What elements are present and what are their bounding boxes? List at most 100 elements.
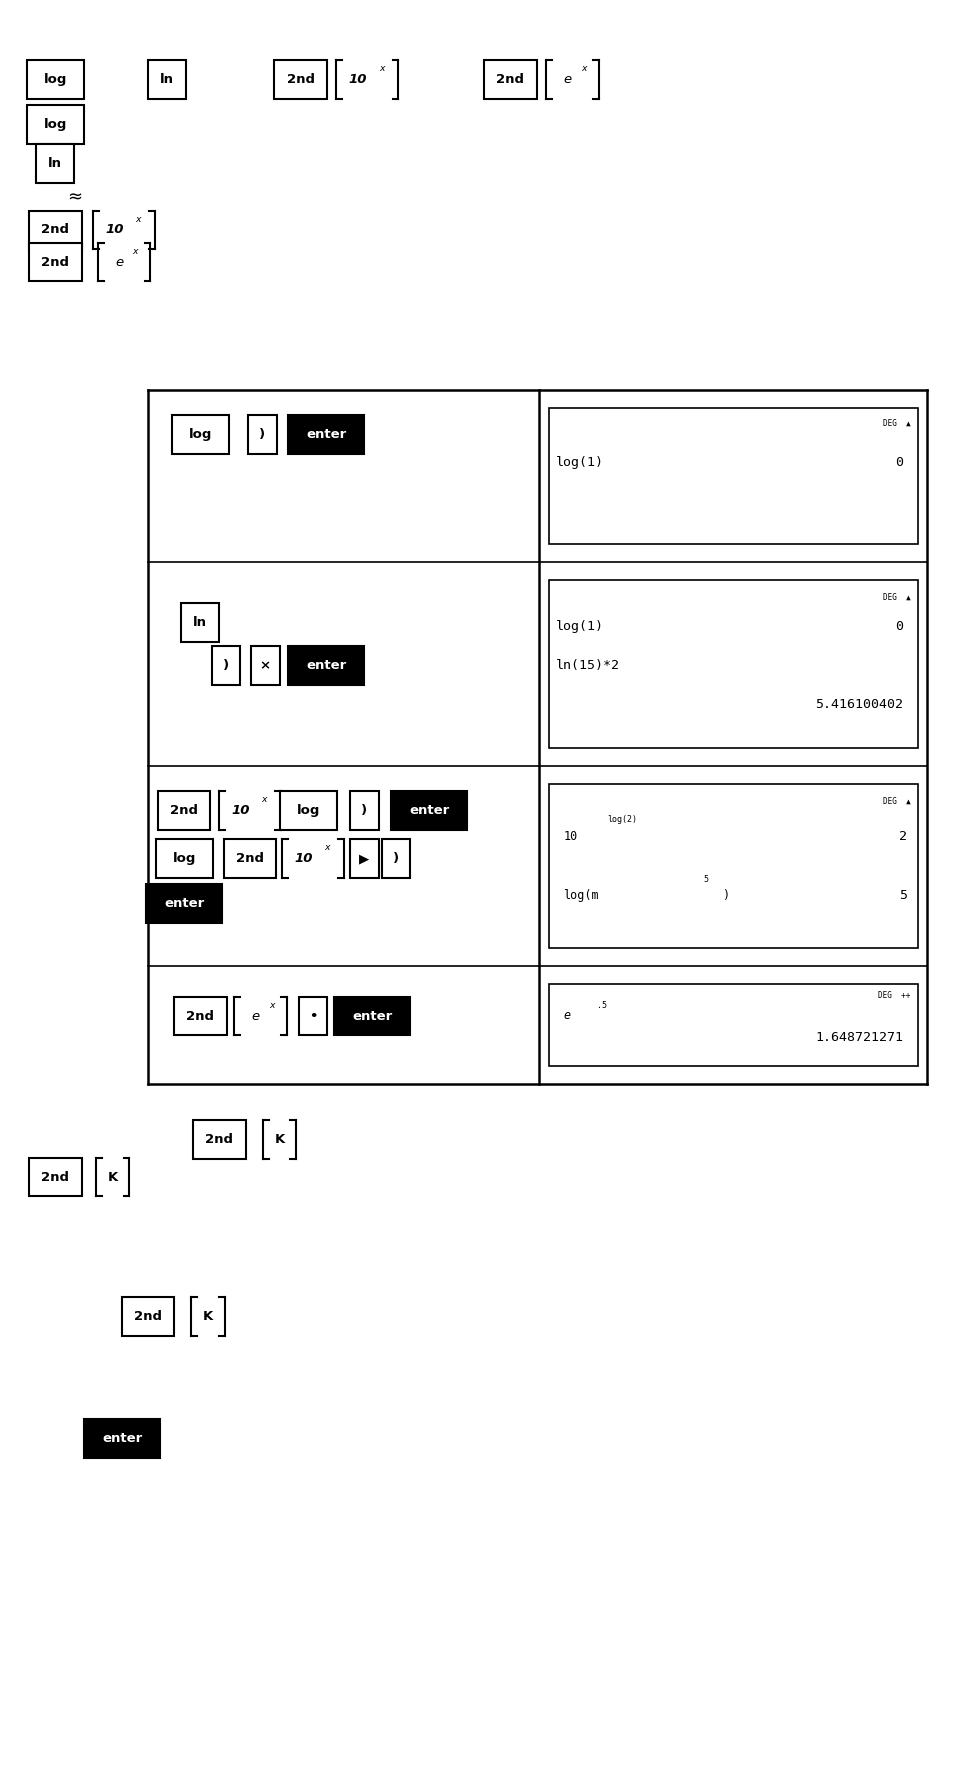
Text: ): ) bbox=[259, 428, 265, 442]
FancyBboxPatch shape bbox=[155, 839, 213, 878]
Text: 0: 0 bbox=[894, 456, 902, 469]
FancyBboxPatch shape bbox=[29, 243, 81, 281]
Text: ): ) bbox=[361, 803, 367, 818]
Text: 0: 0 bbox=[894, 621, 902, 633]
FancyBboxPatch shape bbox=[223, 839, 276, 878]
Text: DEG  ▲: DEG ▲ bbox=[882, 796, 909, 805]
Text: 10: 10 bbox=[562, 830, 577, 843]
Text: 2nd: 2nd bbox=[41, 256, 70, 268]
Text: e: e bbox=[115, 256, 123, 268]
Text: log(m: log(m bbox=[562, 889, 598, 902]
FancyBboxPatch shape bbox=[548, 984, 917, 1066]
FancyBboxPatch shape bbox=[122, 1297, 173, 1336]
Text: DEG  ▲: DEG ▲ bbox=[882, 594, 909, 603]
Text: K: K bbox=[203, 1310, 213, 1324]
Text: 5: 5 bbox=[703, 875, 708, 884]
Text: log(1): log(1) bbox=[556, 456, 603, 469]
Text: 2nd: 2nd bbox=[205, 1132, 233, 1147]
FancyBboxPatch shape bbox=[548, 580, 917, 748]
Text: enter: enter bbox=[352, 1009, 392, 1023]
FancyBboxPatch shape bbox=[288, 415, 364, 454]
Text: log(1): log(1) bbox=[556, 621, 603, 633]
Text: ln(15)*2: ln(15)*2 bbox=[556, 658, 619, 673]
Text: x: x bbox=[324, 843, 330, 853]
Text: 2: 2 bbox=[898, 830, 905, 843]
Text: ): ) bbox=[223, 658, 229, 673]
FancyBboxPatch shape bbox=[298, 996, 327, 1036]
FancyBboxPatch shape bbox=[146, 884, 222, 923]
Text: x: x bbox=[580, 64, 586, 73]
FancyBboxPatch shape bbox=[181, 603, 219, 642]
Text: 2nd: 2nd bbox=[186, 1009, 214, 1023]
Text: x: x bbox=[132, 247, 138, 256]
FancyBboxPatch shape bbox=[350, 791, 378, 830]
Text: 10: 10 bbox=[348, 73, 367, 86]
FancyBboxPatch shape bbox=[173, 996, 226, 1036]
FancyBboxPatch shape bbox=[27, 106, 84, 143]
Text: enter: enter bbox=[409, 803, 449, 818]
Text: enter: enter bbox=[306, 428, 346, 442]
FancyBboxPatch shape bbox=[288, 646, 364, 685]
FancyBboxPatch shape bbox=[334, 996, 410, 1036]
FancyBboxPatch shape bbox=[279, 791, 336, 830]
Text: e: e bbox=[252, 1009, 259, 1023]
FancyBboxPatch shape bbox=[193, 1120, 246, 1159]
Text: enter: enter bbox=[102, 1431, 142, 1446]
Text: log: log bbox=[172, 852, 195, 866]
Text: e: e bbox=[562, 1009, 570, 1022]
Text: DEG  ++: DEG ++ bbox=[877, 991, 909, 1000]
Text: log: log bbox=[189, 428, 212, 442]
Text: e: e bbox=[563, 73, 571, 86]
FancyBboxPatch shape bbox=[84, 1419, 160, 1458]
Text: 2nd: 2nd bbox=[133, 1310, 162, 1324]
FancyBboxPatch shape bbox=[36, 145, 74, 182]
Text: DEG  ▲: DEG ▲ bbox=[882, 419, 909, 428]
Text: •: • bbox=[309, 1009, 316, 1023]
FancyBboxPatch shape bbox=[29, 1157, 81, 1197]
FancyBboxPatch shape bbox=[381, 839, 410, 878]
Text: ): ) bbox=[721, 889, 728, 902]
Text: 5.416100402: 5.416100402 bbox=[814, 698, 902, 710]
Text: 10: 10 bbox=[231, 803, 250, 818]
Text: 10: 10 bbox=[105, 224, 124, 236]
FancyBboxPatch shape bbox=[248, 415, 276, 454]
Text: 2nd: 2nd bbox=[496, 73, 524, 86]
FancyBboxPatch shape bbox=[158, 791, 210, 830]
FancyBboxPatch shape bbox=[548, 784, 917, 948]
Text: K: K bbox=[108, 1170, 117, 1184]
FancyBboxPatch shape bbox=[274, 61, 326, 98]
Text: ): ) bbox=[393, 852, 398, 866]
FancyBboxPatch shape bbox=[391, 791, 467, 830]
FancyBboxPatch shape bbox=[172, 415, 229, 454]
FancyBboxPatch shape bbox=[548, 408, 917, 544]
Text: 10: 10 bbox=[294, 852, 313, 866]
Text: x: x bbox=[269, 1000, 274, 1011]
FancyBboxPatch shape bbox=[484, 61, 536, 98]
Text: 2nd: 2nd bbox=[41, 1170, 70, 1184]
Text: ×: × bbox=[259, 658, 271, 673]
Text: x: x bbox=[378, 64, 384, 73]
FancyBboxPatch shape bbox=[251, 646, 279, 685]
Text: 2nd: 2nd bbox=[235, 852, 264, 866]
Text: ln: ln bbox=[49, 157, 62, 170]
Text: x: x bbox=[135, 215, 141, 224]
Text: log(2): log(2) bbox=[607, 816, 637, 825]
FancyBboxPatch shape bbox=[212, 646, 240, 685]
Text: enter: enter bbox=[306, 658, 346, 673]
FancyBboxPatch shape bbox=[29, 211, 81, 249]
Text: ln: ln bbox=[160, 73, 173, 86]
Text: log: log bbox=[296, 803, 319, 818]
Text: ≈: ≈ bbox=[67, 188, 82, 208]
Text: .5: .5 bbox=[596, 1000, 606, 1009]
Text: K: K bbox=[274, 1132, 284, 1147]
FancyBboxPatch shape bbox=[350, 839, 378, 878]
Text: 2nd: 2nd bbox=[170, 803, 198, 818]
Text: 2nd: 2nd bbox=[286, 73, 314, 86]
FancyBboxPatch shape bbox=[148, 61, 186, 98]
Text: 1.648721271: 1.648721271 bbox=[814, 1030, 902, 1045]
Text: x: x bbox=[261, 794, 267, 805]
Text: log: log bbox=[44, 73, 67, 86]
FancyBboxPatch shape bbox=[27, 61, 84, 98]
Text: 2nd: 2nd bbox=[41, 224, 70, 236]
Text: enter: enter bbox=[164, 896, 204, 911]
